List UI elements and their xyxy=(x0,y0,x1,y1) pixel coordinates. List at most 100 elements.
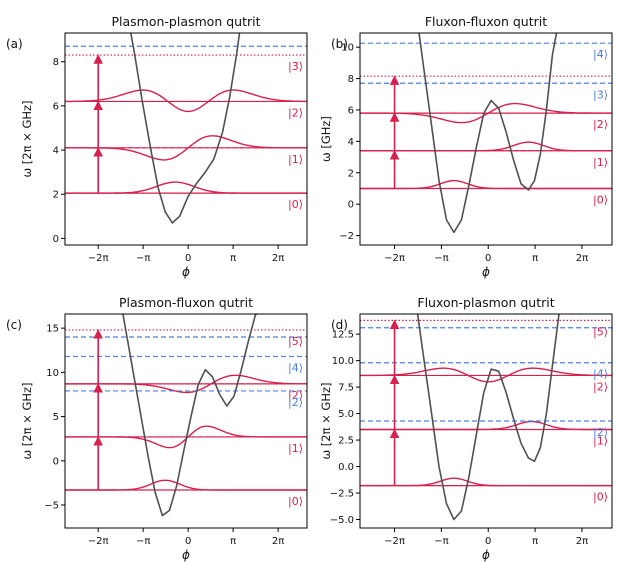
x-tick-label: −2π xyxy=(384,253,405,264)
state-label: |2⟩ xyxy=(593,118,608,131)
axes-frame xyxy=(64,32,308,246)
panel-a: −2π −π 0 π 2π 0 2 4 6 8 |0⟩ |1⟩ |2⟩ |3̄⟩ Plasmon-plasm… xyxy=(6,14,308,279)
x-tick-label: 2π xyxy=(272,536,284,547)
x-tick-label: 0 xyxy=(185,253,191,264)
y-tick-label: 7.5 xyxy=(338,383,354,394)
y-tick-label: −2 xyxy=(339,231,354,242)
y-axis-label: ω [2π × GHz] xyxy=(319,382,333,459)
state-label: |2⟩ xyxy=(288,389,303,402)
x-tick-label: 0 xyxy=(485,253,491,264)
y-tick-label: 6 xyxy=(53,101,59,112)
x-tick-label: −π xyxy=(136,536,150,547)
plot-area xyxy=(65,33,307,224)
potential-curve xyxy=(418,33,558,234)
x-tick-label: 2π xyxy=(272,253,284,264)
x-tick-label: −2π xyxy=(384,536,405,547)
wavefunction-2 xyxy=(65,89,307,113)
panel-title: Plasmon-plasmon qutrit xyxy=(111,14,260,29)
state-label: |2̄⟩ xyxy=(593,426,608,439)
state-label: |4̄⟩ xyxy=(593,368,608,381)
y-axis-label: ω [2π × GHz] xyxy=(20,382,34,459)
x-tick-label: 0 xyxy=(185,536,191,547)
panel-label: (b) xyxy=(331,37,348,51)
y-tick-label: 12.5 xyxy=(332,330,354,341)
y-tick-label: 8 xyxy=(53,57,59,68)
y-tick-label: −5 xyxy=(44,501,59,512)
potential-curve xyxy=(416,314,560,521)
potential-curve xyxy=(129,33,241,224)
wavefunction-1 xyxy=(65,135,307,161)
state-label: |1⟩ xyxy=(288,442,303,455)
y-tick-label: 4 xyxy=(53,146,59,157)
x-tick-label: −π xyxy=(136,253,150,264)
state-label: |2̄⟩ xyxy=(288,396,303,409)
wavefunction-2 xyxy=(65,374,307,394)
state-label: |5̄⟩ xyxy=(593,325,608,338)
state-label: |1⟩ xyxy=(288,153,303,166)
wavefunction-0 xyxy=(65,479,307,491)
y-tick-label: −5.0 xyxy=(330,515,354,526)
panel-d: −2π −π 0 π 2π −5.0 −2.5 0.0 2.5 5.0 7.5 10.0 12.5 |0⟩… xyxy=(319,295,613,562)
wavefunction-1 xyxy=(360,420,612,431)
x-tick-label: π xyxy=(230,536,236,547)
panel-title: Fluxon-fluxon qutrit xyxy=(425,14,547,29)
wavefunction-1 xyxy=(360,141,612,152)
potential-curve xyxy=(122,314,258,517)
state-label: |4̄⟩ xyxy=(288,361,303,374)
state-label: |1⟩ xyxy=(593,434,608,447)
x-tick-label: 2π xyxy=(576,536,588,547)
axes-frame xyxy=(359,32,613,246)
state-label: |0⟩ xyxy=(593,193,608,206)
panel-title: Fluxon-plasmon qutrit xyxy=(417,295,554,310)
axes-frame xyxy=(64,313,308,529)
y-tick-label: 5.0 xyxy=(338,409,354,420)
x-tick-label: −2π xyxy=(88,536,109,547)
state-label: |3̄⟩ xyxy=(593,88,608,101)
y-tick-label: 2 xyxy=(53,190,59,201)
y-tick-label: 2 xyxy=(348,168,354,179)
state-label: |1⟩ xyxy=(593,156,608,169)
state-label: |3̄⟩ xyxy=(288,60,303,73)
x-tick-label: 2π xyxy=(576,253,588,264)
x-axis-label: ϕ xyxy=(482,548,490,562)
x-tick-label: π xyxy=(230,253,236,264)
y-tick-label: 4 xyxy=(348,137,354,148)
panel-label: (c) xyxy=(6,318,22,332)
wavefunction-2 xyxy=(360,102,612,124)
y-tick-label: −2.5 xyxy=(330,489,354,500)
plot-area xyxy=(360,314,612,521)
y-tick-label: 0 xyxy=(348,200,354,211)
state-label: |4̄⟩ xyxy=(593,48,608,61)
y-tick-label: 5 xyxy=(53,412,59,423)
panel-c: −2π −π 0 π 2π −5 0 5 10 15 |0⟩ |1⟩ |2⟩|2̄⟩ |4̄⟩ |5̄⟩ Pl… xyxy=(6,295,308,562)
y-tick-label: 10 xyxy=(341,43,354,54)
x-tick-label: π xyxy=(532,536,538,547)
x-axis-label: ϕ xyxy=(182,265,190,279)
x-tick-label: −π xyxy=(434,536,448,547)
x-tick-label: π xyxy=(532,253,538,264)
y-tick-label: 0.0 xyxy=(338,462,354,473)
y-axis-label: ω [GHz] xyxy=(319,116,333,162)
y-tick-label: 15 xyxy=(46,324,59,335)
state-label: |0⟩ xyxy=(593,491,608,504)
state-label: |0⟩ xyxy=(288,495,303,508)
y-tick-label: 2.5 xyxy=(338,436,354,447)
y-tick-label: 6 xyxy=(348,105,354,116)
x-tick-label: −2π xyxy=(88,253,109,264)
y-tick-label: 10 xyxy=(46,368,59,379)
x-tick-label: −π xyxy=(434,253,448,264)
x-axis-label: ϕ xyxy=(182,548,190,562)
state-label: |5̄⟩ xyxy=(288,335,303,348)
y-tick-label: 0 xyxy=(53,456,59,467)
state-label: |2⟩ xyxy=(593,380,608,393)
plot-area xyxy=(360,33,612,234)
wavefunction-0 xyxy=(65,181,307,194)
panel-label: (a) xyxy=(6,37,23,51)
x-axis-label: ϕ xyxy=(482,265,490,279)
panel-b: −2π −π 0 π 2π −2 0 2 4 6 8 10 |0⟩ |1⟩ |2⟩ |3̄⟩ |4̄⟩ Fluxo… xyxy=(319,14,613,279)
y-axis-label: ω [2π × GHz] xyxy=(20,100,34,177)
y-tick-label: 8 xyxy=(348,74,354,85)
state-label: |0⟩ xyxy=(288,198,303,211)
wavefunction-0 xyxy=(360,179,612,190)
plot-area xyxy=(65,314,307,517)
